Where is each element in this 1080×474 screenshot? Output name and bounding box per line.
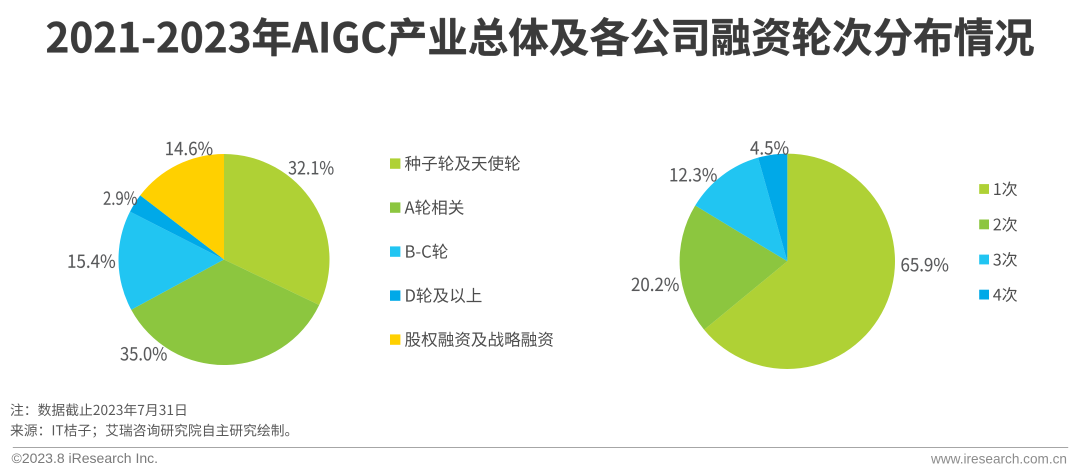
svg-text:©2023.8 iResearch Inc.: ©2023.8 iResearch Inc. (12, 450, 159, 466)
svg-text:www.iresearch.com.cn: www.iresearch.com.cn (930, 452, 1067, 467)
